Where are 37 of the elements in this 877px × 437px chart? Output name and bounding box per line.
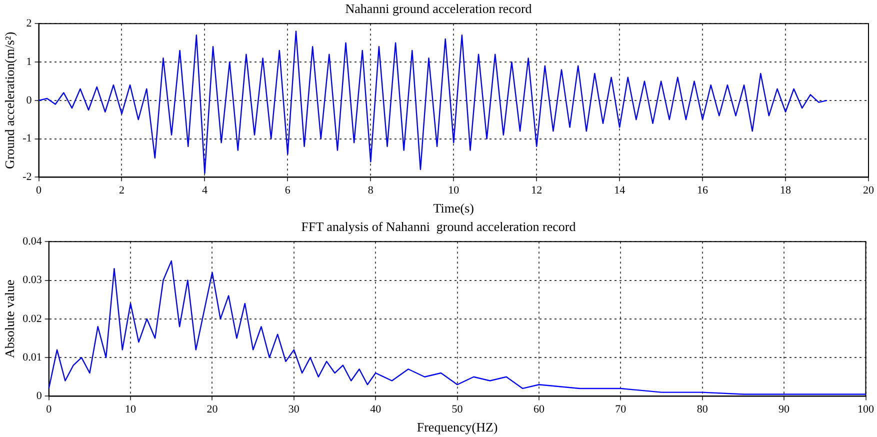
x-tick-label: 40 (370, 404, 382, 416)
y-axis-title: Absolute value (2, 280, 18, 358)
x-tick-label: 14 (614, 184, 626, 197)
x-tick-label: 10 (125, 404, 137, 416)
y-tick-label: -2 (22, 171, 32, 184)
x-tick-label: 18 (780, 184, 792, 197)
x-tick-label: 20 (206, 404, 218, 416)
x-tick-label: 8 (368, 184, 374, 197)
x-tick-label: 70 (615, 404, 627, 416)
x-axis-title: Frequency(HZ) (416, 420, 498, 435)
y-tick-label: 2 (26, 17, 32, 30)
y-tick-label: 0.02 (22, 312, 42, 325)
x-tick-label: 16 (697, 184, 709, 197)
y-axis-title: Ground acceleration(m/s²) (2, 32, 18, 169)
x-tick-label: 12 (531, 184, 542, 197)
y-tick-label: 0.03 (22, 274, 42, 286)
x-tick-label: 80 (696, 404, 708, 416)
x-tick-label: 10 (448, 184, 460, 197)
x-tick-label: 2 (118, 184, 124, 197)
y-tick-label: 0 (26, 94, 32, 106)
chart-title: Nahanni ground acceleration record (345, 1, 532, 16)
y-tick-label: -1 (22, 132, 32, 145)
y-tick-label: 0.01 (22, 351, 42, 364)
x-tick-label: 60 (533, 404, 545, 416)
y-tick-label: 0 (36, 390, 42, 402)
chart-title: FFT analysis of Nahanni ground acceleration record (301, 219, 576, 234)
y-tick-label: 1 (26, 56, 32, 68)
x-tick-label: 100 (858, 404, 874, 416)
x-tick-label: 6 (284, 184, 291, 197)
x-tick-label: 0 (46, 404, 52, 416)
x-axis-title: Time(s) (433, 200, 474, 216)
x-tick-label: 4 (202, 184, 208, 197)
x-tick-label: 20 (863, 184, 874, 197)
x-tick-label: 30 (288, 404, 300, 416)
x-tick-label: 50 (452, 404, 464, 416)
x-tick-label: 90 (778, 404, 790, 416)
y-tick-label: 0.04 (22, 235, 42, 248)
